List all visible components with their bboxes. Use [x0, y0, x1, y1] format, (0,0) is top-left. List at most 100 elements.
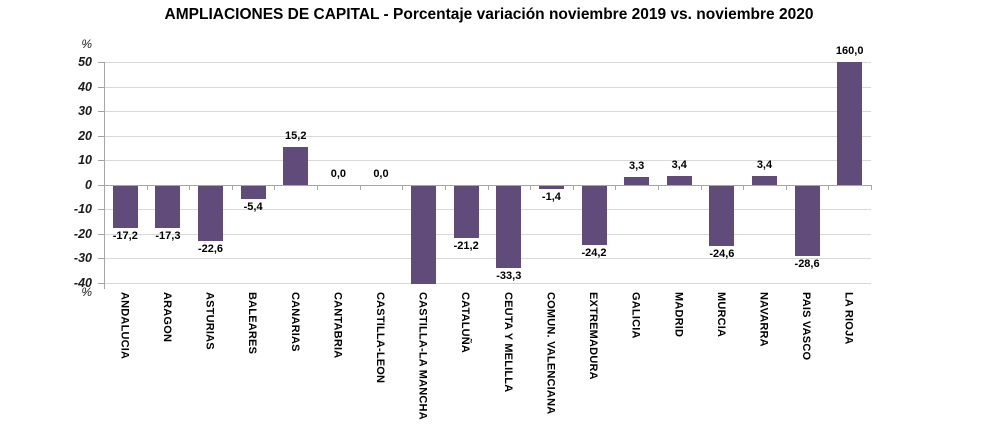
y-tick-label: -20 — [73, 226, 92, 241]
category-tick-mark — [104, 184, 105, 190]
category-tick-mark — [828, 184, 830, 190]
category-label: CEUTA Y MELILLA — [501, 292, 514, 393]
category-tick-mark — [785, 184, 787, 190]
category-label: PAIS VASCO — [800, 292, 813, 361]
y-axis-tick-mark — [98, 184, 104, 186]
bar — [666, 176, 692, 185]
category-tick-mark — [359, 184, 361, 190]
gridline — [104, 111, 871, 113]
gridline — [104, 160, 871, 162]
gridline — [104, 86, 871, 88]
bar-value-label: 160,0 — [835, 45, 864, 57]
bar-value-label: -1,4 — [541, 191, 561, 204]
bar-value-label: -22,6 — [197, 243, 224, 256]
y-tick-label: -40 — [73, 276, 92, 290]
category-label: ANDALUCIA — [118, 292, 131, 360]
category-label: GALICIA — [629, 292, 642, 339]
category-label: ASTURIAS — [203, 292, 216, 350]
bar-value-label: -24,2 — [581, 247, 607, 260]
category-label: CATALUÑA — [459, 292, 472, 354]
bar-value-label: 0,0 — [330, 167, 346, 180]
category-label: MURCIA — [714, 292, 727, 338]
bar — [112, 185, 138, 228]
gridline — [104, 283, 871, 284]
bar — [411, 185, 437, 284]
category-label: LA RIOJA — [842, 292, 855, 345]
category-tick-mark — [530, 184, 532, 190]
bar-value-label: 0,0 — [373, 167, 389, 180]
y-axis-tick-mark — [98, 283, 104, 284]
category-tick-mark — [274, 184, 276, 190]
bar-value-label: -33,3 — [496, 269, 522, 282]
bar — [453, 185, 479, 238]
bar-value-label: -21,2 — [453, 239, 479, 252]
category-tick-mark — [317, 184, 319, 190]
category-tick-mark — [189, 184, 191, 190]
gridline — [104, 233, 871, 235]
category-label: CASTILLA-LA MANCHA — [416, 292, 429, 420]
bar-value-label: -28,6 — [794, 258, 820, 270]
bar — [198, 185, 224, 242]
category-label: NAVARRA — [757, 292, 770, 347]
y-tick-label: -10 — [73, 202, 92, 217]
y-axis-tick-mark — [98, 233, 104, 235]
category-tick-mark — [572, 184, 574, 190]
gridline — [104, 209, 871, 211]
bar — [155, 185, 181, 229]
gridline — [104, 135, 871, 137]
category-label: ARAGON — [160, 292, 173, 343]
category-tick-mark — [444, 184, 446, 190]
y-tick-label: 20 — [78, 128, 92, 143]
y-axis-tick-mark — [98, 160, 104, 162]
category-label: BALEARES — [246, 292, 259, 355]
category-tick-mark — [657, 184, 659, 190]
chart-title: AMPLIACIONES DE CAPITAL - Porcentaje var… — [164, 6, 814, 23]
y-axis-line — [104, 62, 105, 289]
category-tick-mark — [146, 184, 148, 190]
y-axis-tick-mark — [98, 135, 104, 137]
y-tick-label: -30 — [73, 251, 92, 266]
y-axis-tick-mark — [98, 258, 104, 260]
category-label: COMUN. VALENCIANA — [544, 292, 557, 415]
bar-value-label: -17,2 — [112, 230, 138, 242]
category-tick-mark — [871, 184, 872, 190]
y-tick-label: 50 — [78, 55, 92, 69]
category-tick-mark — [615, 184, 617, 190]
y-axis-tick-mark — [98, 62, 104, 63]
y-axis-unit-top: % — [81, 37, 92, 51]
y-axis-tick-mark — [98, 86, 104, 88]
gridline — [104, 258, 871, 260]
bar — [709, 185, 735, 247]
bar — [538, 185, 564, 190]
bar-value-label: -5,4 — [243, 201, 263, 214]
category-tick-mark — [743, 184, 745, 190]
category-tick-mark — [231, 184, 233, 190]
bar-value-label: -24,6 — [709, 248, 735, 261]
bar — [624, 176, 650, 185]
bar-value-label: 3,3 — [628, 159, 645, 172]
bar — [794, 185, 820, 256]
bar — [283, 147, 309, 185]
gridline — [104, 62, 871, 63]
bar-value-label: 3,4 — [756, 159, 773, 172]
category-label: EXTREMADURA — [587, 292, 600, 380]
category-label: CANARIAS — [288, 292, 301, 352]
y-axis-tick-mark — [98, 209, 104, 211]
bar-value-label: -17,3 — [155, 230, 181, 243]
bar — [837, 62, 863, 185]
bar-value-label: 3,4 — [671, 159, 687, 172]
category-label: MADRID — [672, 292, 685, 338]
category-label: CASTILLA-LEON — [373, 292, 386, 384]
bar — [240, 185, 266, 200]
y-axis-unit-bottom: % — [81, 285, 92, 299]
y-tick-label: 40 — [78, 79, 92, 94]
category-tick-mark — [700, 184, 702, 190]
category-tick-mark — [402, 184, 404, 190]
bar — [751, 176, 777, 185]
y-tick-label: 10 — [78, 153, 92, 168]
bar — [496, 185, 522, 268]
category-label: CANTABRIA — [331, 292, 344, 359]
y-tick-label: 30 — [78, 104, 92, 119]
y-axis-tick-mark — [98, 111, 104, 113]
